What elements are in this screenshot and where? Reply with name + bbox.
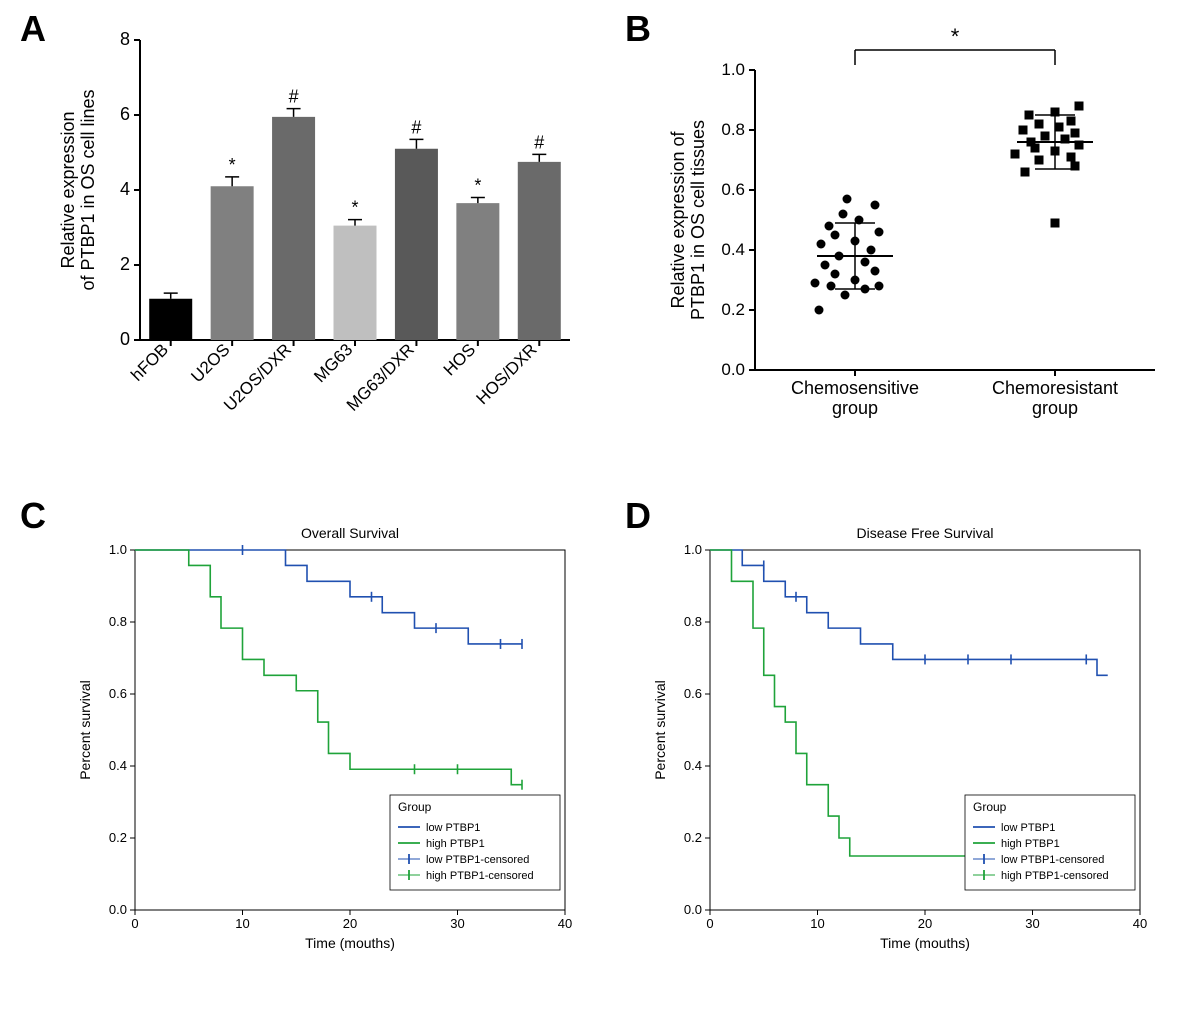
svg-text:0.4: 0.4 (109, 758, 127, 773)
svg-text:Percent survival: Percent survival (652, 680, 668, 780)
svg-text:0.6: 0.6 (721, 180, 745, 199)
svg-text:high PTBP1-censored: high PTBP1-censored (426, 870, 534, 882)
svg-text:PTBP1 in OS cell tissues: PTBP1 in OS cell tissues (688, 120, 708, 320)
svg-text:0.0: 0.0 (721, 360, 745, 379)
svg-text:*: * (474, 176, 481, 196)
svg-text:0.6: 0.6 (109, 686, 127, 701)
svg-text:low PTBP1-censored: low PTBP1-censored (426, 854, 529, 866)
svg-text:high PTBP1-censored: high PTBP1-censored (1001, 870, 1109, 882)
svg-text:Relative expression: Relative expression (60, 111, 78, 268)
figure: A B C D 02468hFOB*U2OS#U2OS/DXR*MG63#MG6… (0, 0, 1200, 1029)
svg-text:of PTBP1 in OS cell lines: of PTBP1 in OS cell lines (78, 89, 98, 290)
svg-text:#: # (289, 87, 299, 107)
svg-text:0.6: 0.6 (684, 686, 702, 701)
svg-text:20: 20 (918, 916, 932, 931)
svg-text:0.0: 0.0 (684, 902, 702, 917)
svg-text:high PTBP1: high PTBP1 (426, 838, 485, 850)
svg-text:30: 30 (450, 916, 464, 931)
svg-text:0.2: 0.2 (721, 300, 745, 319)
svg-text:low PTBP1: low PTBP1 (1001, 822, 1055, 834)
svg-text:Chemoresistant: Chemoresistant (992, 378, 1118, 398)
svg-text:40: 40 (558, 916, 572, 931)
svg-text:#: # (411, 117, 421, 137)
svg-text:low PTBP1: low PTBP1 (426, 822, 480, 834)
svg-text:HOS/DXR: HOS/DXR (472, 340, 540, 408)
svg-text:group: group (832, 398, 878, 418)
svg-text:Time (mouths): Time (mouths) (880, 935, 970, 951)
svg-text:0.2: 0.2 (684, 830, 702, 845)
svg-text:*: * (351, 198, 358, 218)
panel-label-b: B (625, 8, 651, 50)
svg-text:low PTBP1-censored: low PTBP1-censored (1001, 854, 1104, 866)
svg-text:0.0: 0.0 (109, 902, 127, 917)
svg-text:hFOB: hFOB (127, 340, 172, 385)
svg-text:0.4: 0.4 (721, 240, 745, 259)
svg-text:Overall Survival: Overall Survival (301, 525, 399, 541)
svg-text:Group: Group (973, 800, 1007, 814)
svg-text:1.0: 1.0 (684, 542, 702, 557)
svg-text:*: * (951, 24, 960, 49)
svg-text:0: 0 (706, 916, 713, 931)
svg-text:group: group (1032, 398, 1078, 418)
svg-text:10: 10 (810, 916, 824, 931)
svg-text:0.8: 0.8 (109, 614, 127, 629)
svg-text:0.2: 0.2 (109, 830, 127, 845)
svg-text:0.4: 0.4 (684, 758, 702, 773)
svg-text:0: 0 (120, 329, 130, 349)
svg-text:*: * (229, 155, 236, 175)
svg-text:10: 10 (235, 916, 249, 931)
svg-text:Relative expression of: Relative expression of (670, 130, 688, 308)
svg-text:Disease Free Survival: Disease Free Survival (857, 525, 994, 541)
panel-c-chart: Overall Survival 0.0 0.2 0.4 0.6 0.8 1.0 0 10 20 3… (65, 515, 625, 1015)
svg-text:1.0: 1.0 (721, 60, 745, 79)
svg-text:40: 40 (1133, 916, 1147, 931)
svg-text:0.8: 0.8 (684, 614, 702, 629)
svg-text:high PTBP1: high PTBP1 (1001, 838, 1060, 850)
svg-text:0.8: 0.8 (721, 120, 745, 139)
svg-text:HOS: HOS (440, 340, 479, 379)
panel-d-chart: Disease Free Survival 0.0 0.2 0.4 0.6 0.8 1.0 0… (640, 515, 1200, 1015)
panel-b-chart: 0.00.20.40.60.81.0ChemosensitivegroupChe… (670, 20, 1190, 490)
svg-text:8: 8 (120, 29, 130, 49)
svg-text:U2OS: U2OS (187, 340, 233, 386)
svg-text:1.0: 1.0 (109, 542, 127, 557)
svg-text:0: 0 (131, 916, 138, 931)
panel-a-chart: 02468hFOB*U2OS#U2OS/DXR*MG63#MG63/DXR*HO… (60, 20, 620, 490)
svg-text:20: 20 (343, 916, 357, 931)
svg-text:Time (mouths): Time (mouths) (305, 935, 395, 951)
svg-text:Percent survival: Percent survival (77, 680, 93, 780)
panel-label-a: A (20, 8, 46, 50)
svg-text:MG63: MG63 (310, 340, 356, 386)
svg-text:4: 4 (120, 179, 130, 199)
svg-text:Chemosensitive: Chemosensitive (791, 378, 919, 398)
svg-text:2: 2 (120, 254, 130, 274)
svg-text:#: # (534, 132, 544, 152)
panel-label-c: C (20, 495, 46, 537)
svg-text:30: 30 (1025, 916, 1039, 931)
svg-text:Group: Group (398, 800, 432, 814)
svg-text:6: 6 (120, 104, 130, 124)
